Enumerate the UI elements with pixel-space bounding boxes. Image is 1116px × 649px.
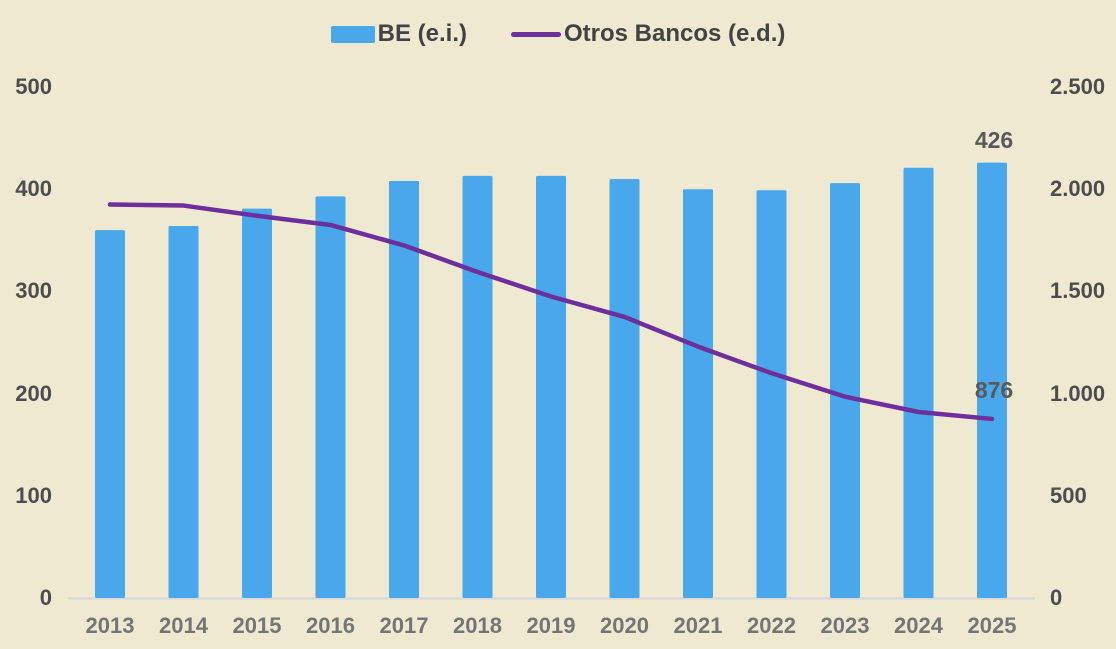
right-axis-tick: 1.500 — [1050, 278, 1106, 304]
bar-2023 — [830, 183, 860, 598]
legend-item-otros-bancos: Otros Bancos (e.d.) — [510, 20, 786, 48]
x-axis-label-2020: 2020 — [600, 613, 649, 638]
right-axis-tick: 2.500 — [1050, 74, 1106, 99]
legend-item-be: BE (e.i.) — [330, 20, 467, 48]
bar-2022 — [756, 190, 787, 599]
x-axis-label-2023: 2023 — [820, 613, 870, 638]
bar-2017 — [389, 181, 419, 599]
left-axis-tick: 0 — [39, 585, 52, 610]
right-axis-tick: 2.000 — [1050, 176, 1106, 202]
bar-2016 — [315, 196, 346, 598]
left-axis-tick: 100 — [15, 482, 52, 508]
right-axis-tick: 500 — [1050, 482, 1087, 508]
x-axis-label-2022: 2022 — [747, 613, 796, 638]
x-axis-label-2014: 2014 — [159, 613, 208, 638]
x-axis-label-2021: 2021 — [673, 613, 723, 638]
x-axis-label-2017: 2017 — [379, 613, 429, 638]
x-axis-label-2024: 2024 — [894, 613, 943, 638]
x-axis-label-2016: 2016 — [306, 613, 355, 638]
line-series-swatch-icon — [510, 31, 561, 37]
bar-2024 — [903, 167, 934, 598]
x-axis-label-2019: 2019 — [526, 613, 576, 638]
right-axis-tick: 0 — [1050, 585, 1063, 610]
bar-data-label: 426 — [974, 126, 1014, 153]
bar-2025 — [977, 162, 1007, 599]
left-axis-tick: 300 — [15, 278, 52, 304]
left-axis-tick: 200 — [15, 380, 52, 406]
bar-2015 — [242, 208, 272, 599]
bar-2018 — [462, 175, 493, 598]
bar-2013 — [95, 230, 125, 598]
chart-legend: BE (e.i.) Otros Bancos (e.d.) — [0, 20, 1116, 48]
x-axis-label-2018: 2018 — [453, 613, 502, 638]
bar-series-swatch-icon — [330, 25, 375, 43]
bar-2019 — [536, 175, 566, 598]
bar-2014 — [168, 225, 199, 598]
legend-label-be: BE (e.i.) — [377, 20, 467, 47]
legend-label-otros-bancos: Otros Bancos (e.d.) — [563, 20, 786, 47]
bar-2020 — [609, 178, 640, 599]
x-axis-label-2015: 2015 — [232, 613, 282, 638]
line-data-label: 876 — [974, 376, 1014, 403]
right-axis-tick: 1.000 — [1050, 380, 1106, 406]
x-axis-label-2025: 2025 — [967, 613, 1017, 638]
left-axis-tick: 400 — [15, 176, 52, 202]
left-axis-tick: 500 — [15, 74, 52, 99]
x-axis-label-2013: 2013 — [85, 613, 135, 638]
bar-2021 — [683, 189, 713, 598]
line-otros-bancos — [107, 202, 995, 422]
